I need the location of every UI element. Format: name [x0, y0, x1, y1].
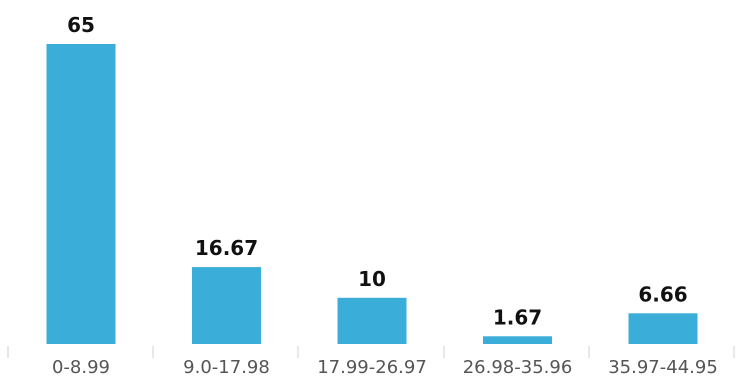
- tick-marks: [7, 346, 735, 358]
- bar-4: [483, 336, 552, 344]
- bar-5: [628, 313, 698, 344]
- x-axis-labels: 0-8.99 9.0-17.98 17.99-26.97 26.98-35.96 35.…: [52, 357, 718, 378]
- x-tick-label-4: 26.98-35.96: [463, 357, 573, 378]
- x-tick-label-2: 9.0-17.98: [183, 357, 270, 378]
- x-tick-label-1: 0-8.99: [52, 357, 110, 378]
- bar-2: [192, 267, 261, 344]
- data-label-2: 16.67: [195, 236, 258, 260]
- bars: [46, 44, 698, 344]
- x-tick-label-3: 17.99-26.97: [317, 357, 427, 378]
- x-tick-label-5: 35.97-44.95: [608, 357, 718, 378]
- data-label-1: 65: [67, 13, 95, 37]
- data-label-4: 1.67: [493, 305, 542, 329]
- data-label-3: 10: [358, 267, 386, 291]
- bar-3: [337, 297, 407, 344]
- data-labels: 65 16.67 10 1.67 6.66: [67, 13, 688, 329]
- bar-1: [46, 44, 116, 344]
- data-label-5: 6.66: [638, 282, 687, 306]
